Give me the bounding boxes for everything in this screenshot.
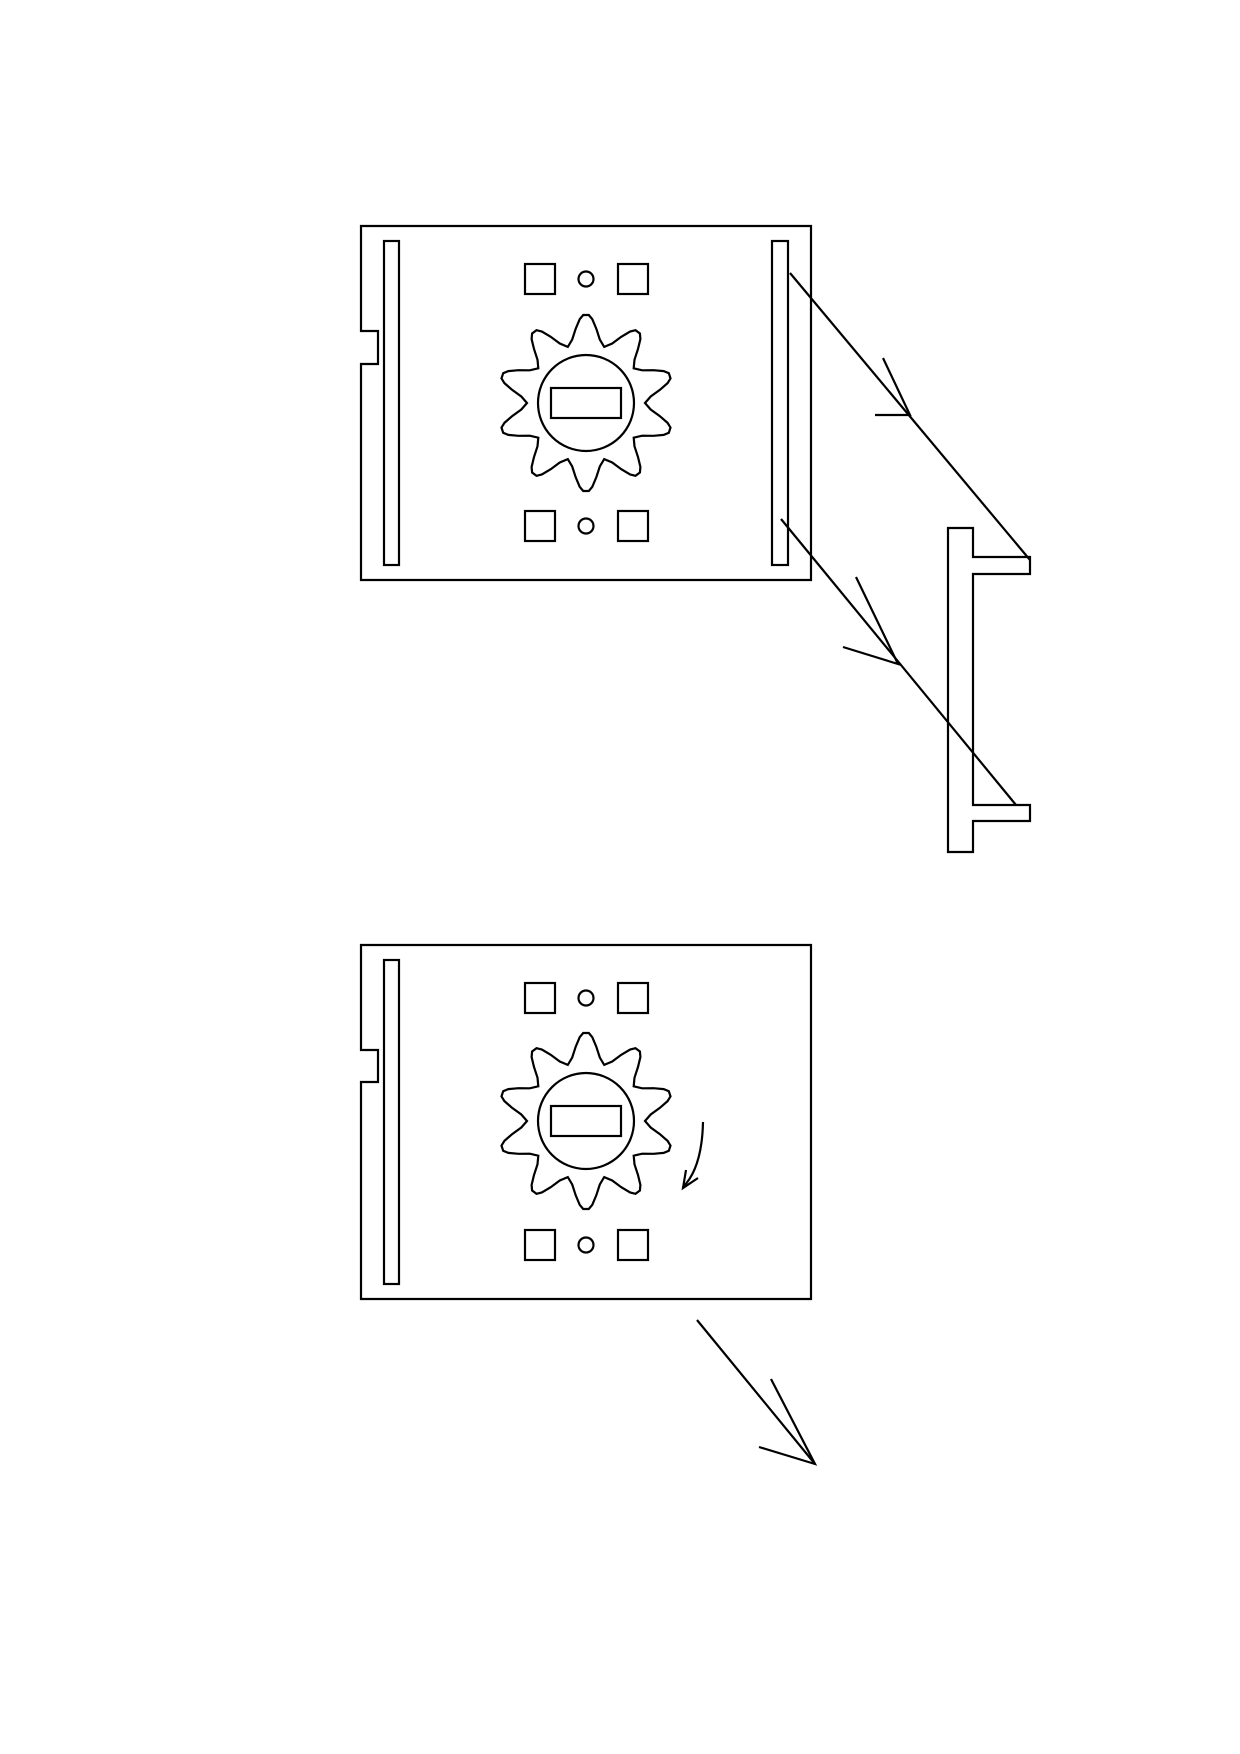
upper-mount-holes	[523, 981, 650, 1015]
rotation-arc	[682, 1121, 705, 1188]
panel-frame	[359, 224, 813, 582]
arrowhead-icon	[758, 1378, 818, 1466]
arrowhead-icon	[681, 1169, 699, 1191]
arrow-line	[780, 518, 1017, 806]
arrowhead-icon	[875, 357, 912, 417]
rotate-clockwise-icon	[681, 1121, 705, 1191]
panel-frame	[359, 943, 813, 1301]
square-hole	[616, 262, 650, 296]
square-hole	[616, 1228, 650, 1262]
lower-mount-holes	[523, 1228, 650, 1262]
lower-mount-holes	[523, 509, 650, 543]
rail-removal-arrows	[780, 272, 1031, 806]
arrow-line	[789, 272, 1031, 561]
arrowhead-icon	[842, 576, 901, 666]
knob-gear	[500, 1031, 672, 1211]
left-rail	[382, 958, 401, 1286]
gear-icon	[500, 1031, 672, 1211]
knob-slot	[549, 1104, 623, 1138]
round-hole	[577, 517, 595, 535]
square-hole	[523, 262, 557, 296]
right-rail-slot	[770, 239, 790, 567]
arrow-line	[696, 1319, 816, 1465]
knob-ring	[536, 353, 636, 453]
top-panel	[359, 224, 813, 582]
square-hole	[523, 1228, 557, 1262]
upper-mount-holes	[523, 262, 650, 296]
slide-out-arrow	[696, 1319, 818, 1466]
knob-ring	[536, 1071, 636, 1171]
left-rail	[382, 239, 401, 567]
round-hole	[577, 1236, 595, 1254]
round-hole	[577, 270, 595, 288]
square-hole	[523, 509, 557, 543]
bottom-panel	[359, 943, 813, 1301]
square-hole	[616, 981, 650, 1015]
square-hole	[523, 981, 557, 1015]
knob-slot	[549, 386, 623, 420]
square-hole	[616, 509, 650, 543]
gear-icon	[500, 313, 672, 493]
knob-gear	[500, 313, 672, 493]
round-hole	[577, 989, 595, 1007]
detached-rail-bracket	[946, 526, 1032, 854]
